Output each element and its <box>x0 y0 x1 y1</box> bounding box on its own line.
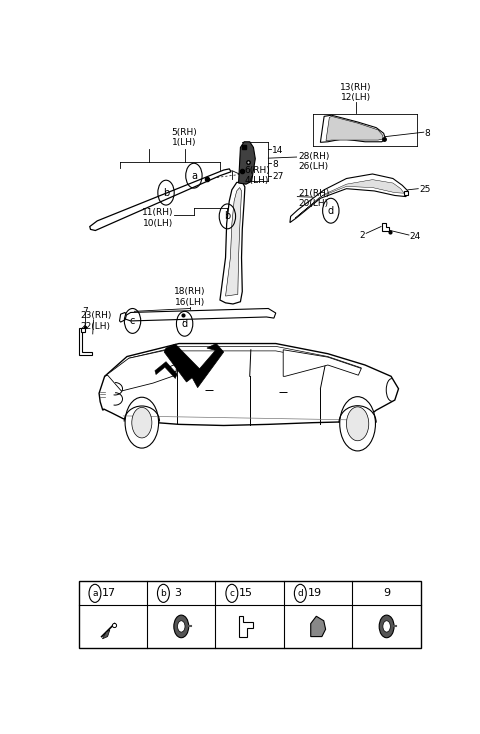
Text: 23(RH)
22(LH): 23(RH) 22(LH) <box>81 311 112 330</box>
Text: 3: 3 <box>174 589 181 598</box>
Circle shape <box>340 396 375 451</box>
Polygon shape <box>321 115 385 142</box>
Circle shape <box>174 615 189 638</box>
Polygon shape <box>192 344 224 388</box>
Text: 6(RH)
4(LH): 6(RH) 4(LH) <box>244 166 270 186</box>
Text: d: d <box>298 589 303 598</box>
Text: 17: 17 <box>102 589 116 598</box>
Polygon shape <box>326 117 383 141</box>
Polygon shape <box>220 182 245 304</box>
Polygon shape <box>239 142 255 184</box>
Text: 28(RH)
26(LH): 28(RH) 26(LH) <box>298 152 329 171</box>
Text: 21(RH)
20(LH): 21(RH) 20(LH) <box>298 189 329 208</box>
Text: d: d <box>181 319 188 329</box>
Circle shape <box>132 407 152 438</box>
Text: 2: 2 <box>360 230 365 239</box>
Text: 27: 27 <box>272 172 283 181</box>
Text: 5(RH)
1(LH): 5(RH) 1(LH) <box>172 128 197 148</box>
Text: a: a <box>191 171 197 181</box>
Text: 11(RH)
10(LH): 11(RH) 10(LH) <box>142 208 173 228</box>
Text: c: c <box>229 589 234 598</box>
Text: c: c <box>130 316 135 326</box>
Polygon shape <box>295 180 404 218</box>
Polygon shape <box>226 188 241 296</box>
Text: 14: 14 <box>272 146 283 155</box>
Text: 18(RH)
16(LH): 18(RH) 16(LH) <box>174 288 206 307</box>
Polygon shape <box>129 346 361 372</box>
Polygon shape <box>239 617 253 636</box>
Text: 19: 19 <box>307 589 322 598</box>
Text: 24: 24 <box>410 232 421 241</box>
Polygon shape <box>382 222 389 230</box>
Polygon shape <box>105 348 177 391</box>
Text: 25: 25 <box>419 185 431 195</box>
Polygon shape <box>124 308 276 321</box>
Text: 9: 9 <box>383 589 390 598</box>
Text: b: b <box>163 188 169 197</box>
Circle shape <box>125 397 158 448</box>
Circle shape <box>347 407 369 440</box>
Text: b: b <box>224 211 230 222</box>
Text: 7: 7 <box>83 307 88 316</box>
Text: 15: 15 <box>239 589 253 598</box>
Polygon shape <box>90 169 231 230</box>
Polygon shape <box>164 344 202 382</box>
Bar <box>79 581 421 647</box>
Polygon shape <box>155 362 177 379</box>
Circle shape <box>379 615 394 638</box>
Polygon shape <box>311 617 325 636</box>
Circle shape <box>178 621 185 632</box>
Text: a: a <box>92 589 98 598</box>
Polygon shape <box>290 174 408 222</box>
Circle shape <box>383 621 390 632</box>
Polygon shape <box>170 365 177 372</box>
Text: 8: 8 <box>272 160 278 169</box>
Text: 13(RH)
12(LH): 13(RH) 12(LH) <box>340 83 372 102</box>
Polygon shape <box>99 344 398 426</box>
Text: d: d <box>328 206 334 216</box>
Polygon shape <box>120 313 126 322</box>
Polygon shape <box>102 630 110 639</box>
Polygon shape <box>283 350 361 377</box>
Text: 8: 8 <box>424 128 430 138</box>
Polygon shape <box>79 328 92 355</box>
Text: b: b <box>160 589 166 598</box>
